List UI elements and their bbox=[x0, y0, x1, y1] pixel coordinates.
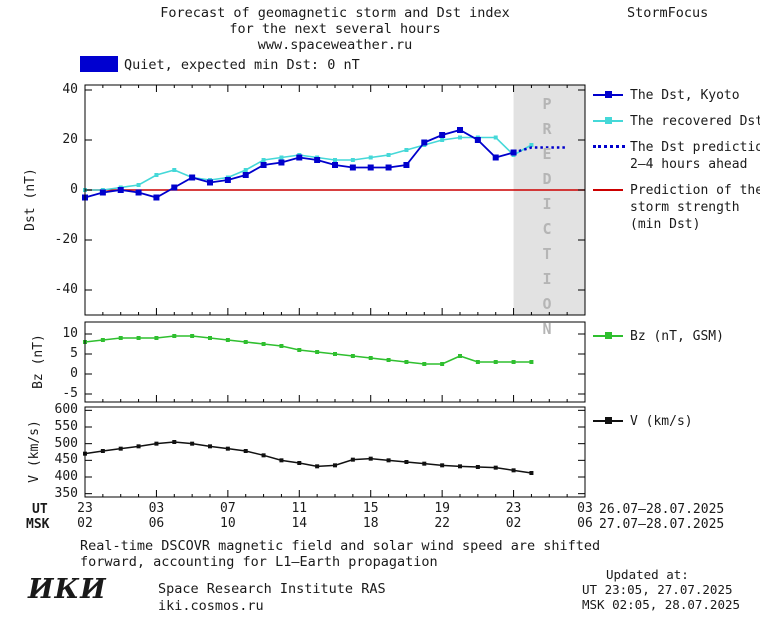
legend-swatch-recovered-dst bbox=[593, 117, 623, 124]
institute-site: iki.cosmos.ru bbox=[158, 598, 264, 614]
title-line1: Forecast of geomagnetic storm and Dst in… bbox=[160, 5, 510, 21]
tick-label: 03 bbox=[148, 501, 165, 516]
tick-label: 0 bbox=[70, 182, 78, 197]
page-title: Forecast of geomagnetic storm and Dst in… bbox=[85, 5, 585, 53]
title-line2: for the next several hours bbox=[229, 21, 441, 37]
updated-msk: MSK 02:05, 28.07.2025 bbox=[582, 597, 741, 612]
legend-label-dst-prediction-2: 2–4 hours ahead bbox=[630, 157, 748, 172]
tick-label: 20 bbox=[62, 132, 78, 147]
legend-swatch-bz bbox=[593, 332, 623, 339]
tick-label: -20 bbox=[54, 232, 78, 247]
legend-swatch-dst-kyoto bbox=[593, 91, 623, 98]
prediction-band-label: PREDICTION bbox=[538, 95, 556, 345]
legend-label-bz: Bz (nT, GSM) bbox=[630, 329, 724, 344]
tick-label: 400 bbox=[54, 469, 78, 484]
tick-label: -5 bbox=[62, 386, 78, 401]
institute-name: Space Research Institute RAS bbox=[158, 581, 386, 597]
tick-label: 10 bbox=[62, 326, 78, 341]
legend-label-storm-strength-1: Prediction of the bbox=[630, 183, 760, 198]
tick-label: 23 bbox=[77, 501, 93, 516]
ut-axis-caption: UT bbox=[32, 502, 48, 517]
tick-label: 06 bbox=[148, 516, 165, 531]
tick-label: 14 bbox=[291, 516, 308, 531]
tick-label: 5 bbox=[70, 346, 78, 361]
bz-axis-label: Bz (nT) bbox=[30, 334, 46, 389]
brand-stormfocus: StormFocus bbox=[627, 5, 709, 21]
legend-label-recovered-dst: The recovered Dst bbox=[630, 114, 760, 129]
title-line3-url: www.spaceweather.ru bbox=[257, 37, 413, 53]
tick-label: 0 bbox=[70, 366, 78, 381]
tick-label: 11 bbox=[291, 501, 308, 516]
tick-label: 450 bbox=[54, 452, 78, 468]
tick-label: 40 bbox=[62, 82, 78, 97]
tick-label: 06 bbox=[577, 516, 593, 531]
tick-label: 03 bbox=[577, 501, 593, 516]
legend-label-v: V (km/s) bbox=[630, 414, 693, 429]
tick-label: 23 bbox=[505, 501, 522, 516]
legend-label-dst-kyoto: The Dst, Kyoto bbox=[630, 88, 740, 103]
legend-swatch-v bbox=[593, 417, 623, 424]
legend-label-storm-strength-3: (min Dst) bbox=[630, 217, 701, 232]
msk-date-range: 27.07–28.07.2025 bbox=[599, 517, 725, 532]
tick-label: 500 bbox=[54, 435, 78, 451]
v-axis-label: V (km/s) bbox=[26, 420, 42, 483]
tick-label: 10 bbox=[220, 516, 236, 531]
footnote-line1: Real-time DSCOVR magnetic field and sola… bbox=[80, 538, 601, 554]
tick-label: 350 bbox=[54, 485, 78, 501]
legend-label-dst-prediction-1: The Dst prediction bbox=[630, 140, 760, 155]
ut-date-range: 26.07–28.07.2025 bbox=[599, 502, 725, 517]
tick-label: 02 bbox=[505, 516, 522, 531]
dst-axis-label: Dst (nT) bbox=[22, 168, 38, 231]
tick-label: 15 bbox=[362, 501, 379, 516]
legend-label-storm-strength-2: storm strength bbox=[630, 200, 740, 215]
tick-label: 19 bbox=[434, 501, 450, 516]
tick-label: 22 bbox=[434, 516, 450, 531]
tick-label: -40 bbox=[54, 282, 78, 297]
updated-label: Updated at: bbox=[606, 567, 689, 582]
quiet-status-label: Quiet, expected min Dst: 0 nT bbox=[124, 57, 360, 73]
tick-label: 600 bbox=[54, 402, 78, 418]
updated-ut: UT 23:05, 27.07.2025 bbox=[582, 582, 733, 597]
footnote-line2: forward, accounting for L1–Earth propaga… bbox=[80, 554, 438, 570]
legend-swatch-storm-strength bbox=[593, 189, 623, 191]
msk-axis-caption: MSK bbox=[26, 517, 50, 532]
tick-label: 550 bbox=[54, 419, 78, 434]
tick-label: 02 bbox=[77, 516, 93, 531]
iki-logo: ИКИ bbox=[28, 574, 107, 605]
tick-label: 18 bbox=[362, 516, 379, 531]
legend-swatch-dst-prediction bbox=[593, 145, 625, 148]
quiet-status-swatch bbox=[80, 56, 118, 72]
tick-label: 07 bbox=[220, 501, 236, 516]
